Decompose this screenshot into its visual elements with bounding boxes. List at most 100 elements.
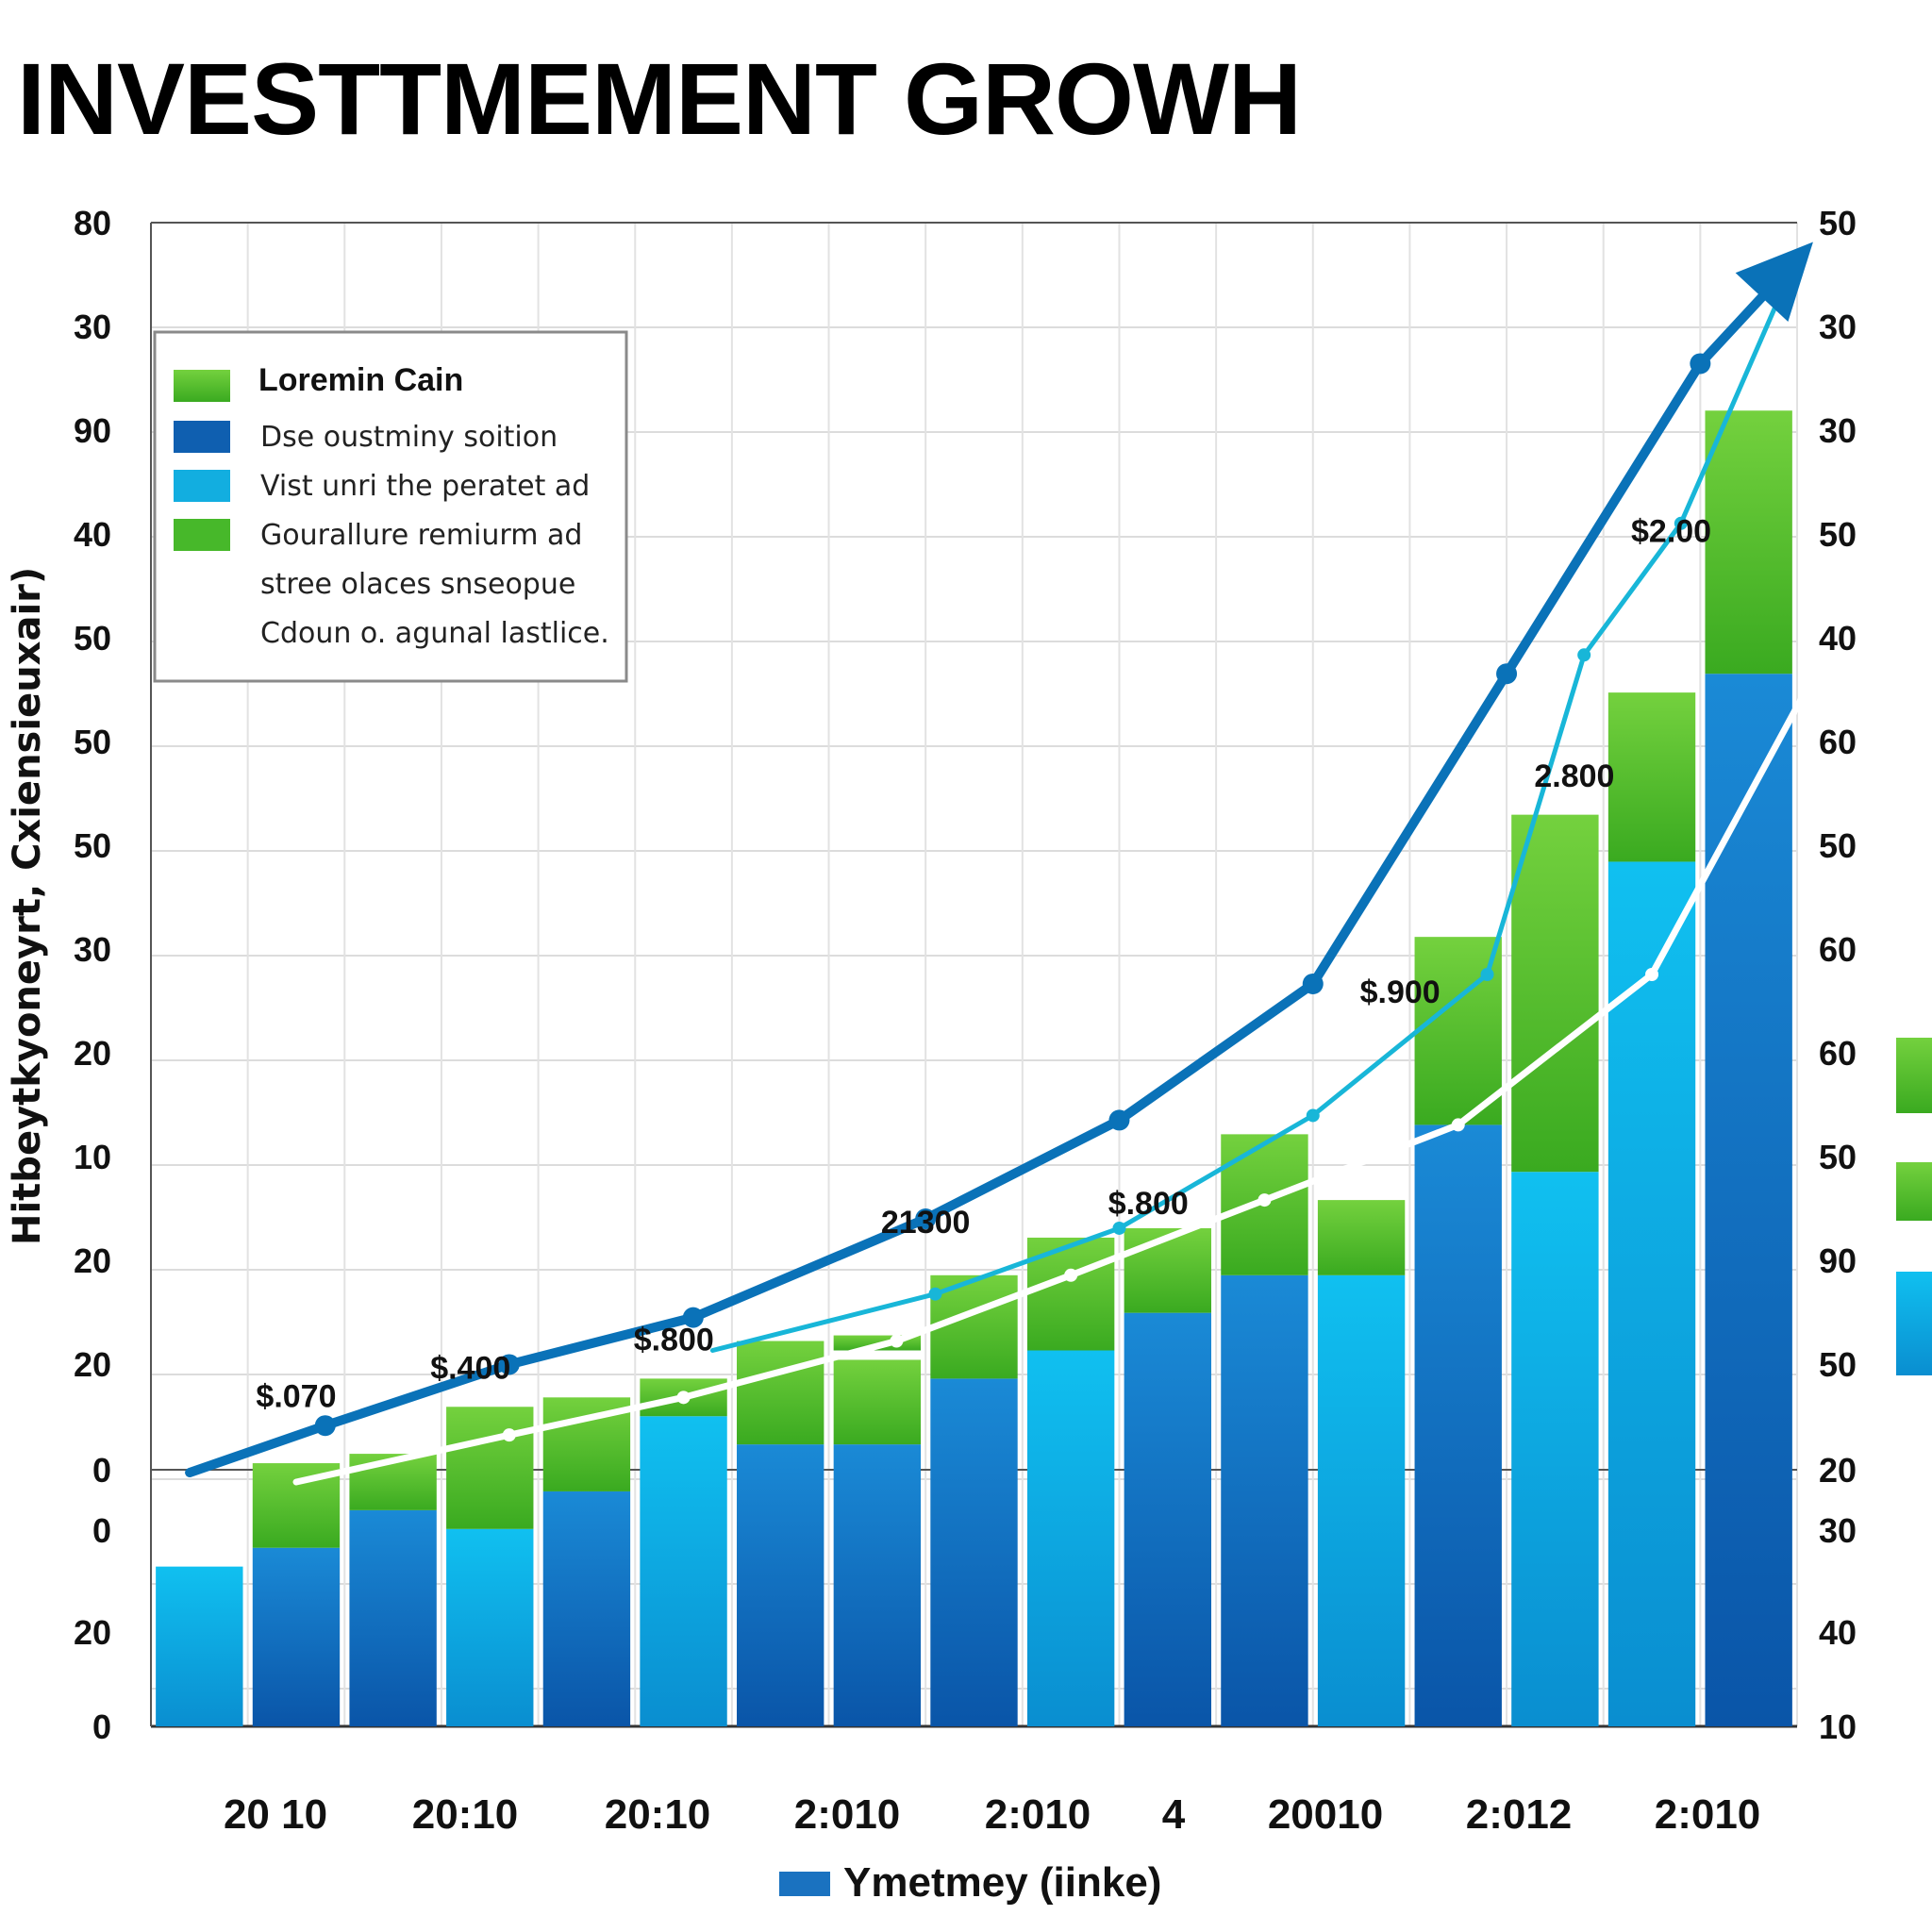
- legend-label-5: Cdoun o. agunal lastlice.: [260, 617, 609, 650]
- bar-base: [1607, 861, 1696, 1726]
- cyan-trend-line: [709, 276, 1790, 1353]
- bar-base: [640, 1416, 727, 1726]
- trend-point: [314, 1415, 336, 1437]
- bar-base: [1511, 1172, 1599, 1726]
- right-tick-label: 10: [1819, 1707, 1857, 1746]
- bar-gain: [1317, 1200, 1406, 1275]
- left-tick-label: 0: [92, 1511, 111, 1550]
- trend-point: [676, 1391, 691, 1405]
- left-tick-label: 0: [92, 1707, 111, 1746]
- data-labels: $.070 $.400 $.800 21300 $.800 $.900 2.800 $2.00: [256, 514, 1711, 1415]
- right-tick-label: 40: [1819, 1613, 1857, 1652]
- trend-point: [1451, 1118, 1465, 1132]
- bar-gain: [1607, 692, 1696, 862]
- x-tick-label: 20010: [1268, 1791, 1383, 1838]
- left-axis-ticks: 80 30 90 40 50 50 50 30 20 10 20 20 0 0 20 0: [74, 204, 111, 1746]
- right-tick-label: 50: [1819, 1138, 1857, 1176]
- bar-gain: [737, 1341, 824, 1445]
- right-tick-label: 60: [1819, 723, 1857, 761]
- x-tick-label: 2:012: [1466, 1791, 1573, 1838]
- trend-point: [1480, 968, 1494, 981]
- right-tick-label: 50: [1819, 515, 1857, 554]
- bar-gain: [446, 1407, 534, 1529]
- legend-label-2: Vist unri the peratet ad: [260, 470, 590, 503]
- right-tick-label: 50: [1819, 1345, 1857, 1384]
- bar-base: [1124, 1312, 1211, 1726]
- legend-swatch-2: [174, 470, 230, 502]
- right-tick-label: 40: [1819, 619, 1857, 658]
- data-label: $.900: [1360, 974, 1441, 1010]
- bar-gain: [1124, 1227, 1211, 1313]
- bar-base: [1026, 1350, 1115, 1726]
- bar-base: [833, 1444, 922, 1726]
- right-tick-label: 60: [1819, 930, 1857, 969]
- x-axis-ticks: 20 10 20:10 20:10 2:010 2:010 4 20010 2:012 2:01…: [224, 1791, 1760, 1838]
- x-tick-label: 2:010: [794, 1791, 901, 1838]
- bar-base: [252, 1547, 341, 1726]
- legend: Loremin Cain Dse oustminy soition Vist u…: [153, 330, 628, 683]
- data-label: $2.00: [1631, 514, 1711, 550]
- x-tick-label: 20 10: [224, 1791, 327, 1838]
- left-tick-label: 50: [74, 723, 111, 761]
- trend-point: [890, 1334, 904, 1348]
- trend-point: [1257, 1193, 1272, 1208]
- data-label: 2.800: [1534, 758, 1614, 794]
- trend-point: [682, 1307, 704, 1328]
- data-label: $.800: [1108, 1186, 1189, 1222]
- legend-label-4: stree olaces snseopue: [260, 568, 575, 601]
- trend-point: [915, 1208, 937, 1230]
- legend-swatch-1: [174, 421, 230, 453]
- x-tick-label: 4: [1162, 1791, 1186, 1838]
- trend-point: [498, 1354, 520, 1375]
- trend-point: [1064, 1268, 1078, 1282]
- right-tick-label: 60: [1819, 1034, 1857, 1073]
- left-tick-label: 90: [74, 411, 111, 450]
- bar-base: [156, 1566, 243, 1726]
- trend-point: [928, 1287, 942, 1301]
- trend-arrowhead: [1735, 242, 1813, 322]
- left-tick-label: 40: [74, 515, 111, 554]
- legend-label-1: Dse oustminy soition: [260, 421, 558, 454]
- edge-swatch-green-2: [1896, 1162, 1932, 1221]
- data-label: $.070: [256, 1378, 336, 1414]
- trend-point: [1690, 353, 1711, 375]
- bar-base: [1317, 1274, 1406, 1726]
- bar-gain: [1511, 814, 1599, 1173]
- left-tick-label: 10: [74, 1138, 111, 1176]
- legend-frame: [153, 330, 628, 683]
- right-tick-label: 50: [1819, 826, 1857, 865]
- right-tick-label: 30: [1819, 411, 1857, 450]
- bar-base: [349, 1509, 437, 1726]
- right-edge-swatches: [1896, 1038, 1932, 1375]
- data-label: 21300: [881, 1205, 971, 1241]
- trend-point: [1577, 648, 1591, 662]
- left-tick-label: 30: [74, 308, 111, 346]
- right-tick-label: 50: [1819, 204, 1857, 242]
- x-tick-label: 20:10: [605, 1791, 711, 1838]
- trend-point: [1108, 1109, 1130, 1131]
- left-tick-label: 50: [74, 826, 111, 865]
- bar-base: [446, 1528, 534, 1726]
- bottom-legend-swatch: [779, 1872, 830, 1896]
- trend-point: [1306, 1108, 1320, 1123]
- left-tick-label: 0: [92, 1451, 111, 1490]
- main-trend-line: [185, 264, 1792, 1477]
- trend-point: [1112, 1221, 1126, 1235]
- bar-base: [1221, 1274, 1308, 1726]
- bar-base: [1705, 674, 1792, 1727]
- y-axis-label: Hitbeytkyoneyrt, Cxiensieuxair): [6, 567, 49, 1245]
- bar-base: [1414, 1124, 1502, 1726]
- left-tick-label: 30: [74, 930, 111, 969]
- bar-base: [930, 1378, 1018, 1726]
- trend-point: [1674, 516, 1688, 530]
- trend-point: [1496, 663, 1518, 685]
- data-label: $.800: [634, 1323, 714, 1358]
- bar-gain: [1705, 410, 1792, 675]
- edge-swatch-green-1: [1896, 1038, 1932, 1113]
- left-tick-label: 20: [74, 1613, 111, 1652]
- left-tick-label: 20: [74, 1345, 111, 1384]
- trend-point: [1645, 968, 1659, 981]
- bars: [156, 410, 1792, 1727]
- bar-base: [542, 1491, 631, 1726]
